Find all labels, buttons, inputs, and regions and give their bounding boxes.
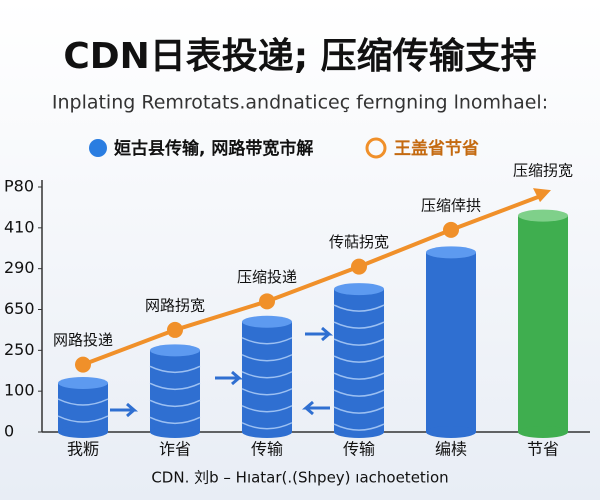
bar-top (426, 246, 476, 259)
disc-line (57, 415, 109, 423)
point-label: 压缩倖拱 (421, 196, 481, 214)
disc-line (241, 354, 293, 362)
chart-title: CDN日表投递; 压缩传输支持 (63, 36, 536, 77)
legend-icon (89, 139, 107, 157)
y-tick-label: 290 (4, 258, 35, 277)
bar (334, 289, 384, 432)
bar-base (58, 426, 108, 438)
y-tick-label: 100 (4, 381, 35, 400)
x-tick-label: 传输 (343, 440, 375, 459)
bar-top (150, 344, 200, 357)
subtitle: Inplating Remrotats.andnaticeç ferngning… (52, 92, 548, 114)
bar-base (150, 426, 200, 438)
footer: CDN. 刘b – Hıatar(.(Shpey) ıachoetetion (151, 469, 448, 487)
bar-base (518, 426, 568, 438)
y-tick-label: P80 (4, 177, 34, 196)
disc-line (149, 399, 201, 408)
bar (150, 350, 200, 432)
line-point (541, 193, 545, 198)
point-label: 网路拐宽 (145, 296, 205, 314)
bar (518, 215, 568, 432)
x-tick-label: 我粝 (67, 440, 99, 459)
arrow (110, 402, 139, 418)
line (82, 193, 544, 367)
arrow (305, 326, 334, 342)
bar-base (242, 426, 292, 438)
disc-line (241, 371, 293, 379)
line-point (75, 356, 91, 373)
disc-line (333, 423, 385, 431)
y-tick-label: 410 (4, 217, 35, 236)
legend-label: 王盖省节省 (394, 138, 479, 159)
disc-line (333, 406, 385, 414)
arrow (301, 400, 330, 416)
x-tick-label: 节省 (527, 440, 559, 459)
legend-label: 姮古县传输, 网路带宽市解 (114, 138, 313, 159)
disc-line (333, 304, 385, 312)
disc-line (149, 416, 201, 425)
disc-line (57, 398, 109, 406)
disc-line (333, 338, 385, 346)
bar-top (518, 209, 568, 222)
x-tick-label: 传输 (251, 440, 283, 459)
disc-line (333, 355, 385, 363)
disc-line (241, 422, 293, 430)
x-tick-label: 诈省 (159, 440, 191, 459)
disc-line (241, 405, 293, 413)
point-label: 网路投递 (53, 331, 113, 349)
line-point (167, 321, 183, 338)
bar (242, 321, 292, 432)
bar-top (242, 315, 292, 328)
bar-top (58, 377, 108, 389)
bar (426, 252, 476, 432)
disc-line (333, 321, 385, 329)
disc-line (333, 372, 385, 380)
point-label: 压缩拐宽 (513, 162, 573, 180)
y-tick-label: 650 (4, 299, 35, 318)
legend-icon (365, 137, 387, 159)
disc-line (241, 388, 293, 396)
bar (58, 383, 108, 432)
line-point (351, 258, 367, 275)
disc-line (241, 337, 293, 345)
line-point (259, 293, 275, 310)
point-label: 压缩投递 (237, 268, 297, 286)
arrow (215, 370, 244, 386)
line-point (443, 221, 459, 238)
x-tick-label: 编椟 (435, 440, 467, 459)
y-tick-label: 0 (4, 422, 14, 441)
bar-base (426, 426, 476, 438)
disc-line (333, 389, 385, 397)
disc-line (149, 382, 201, 391)
y-tick-label: 250 (4, 340, 35, 359)
bar-top (334, 283, 384, 296)
point-label: 传萜拐宽 (329, 233, 389, 251)
disc-line (149, 365, 201, 374)
